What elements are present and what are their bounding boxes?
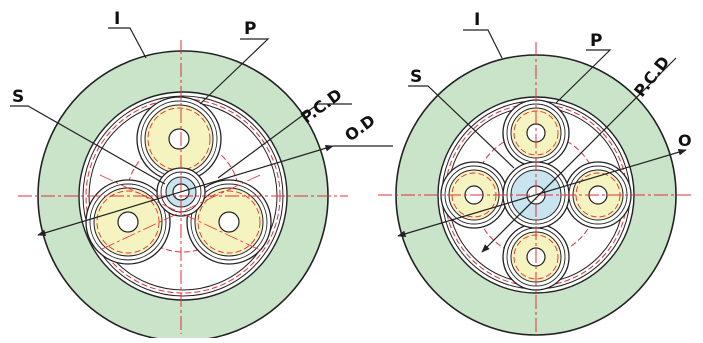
left-label-od: O.D bbox=[341, 111, 379, 146]
left-core-top-conductor bbox=[168, 128, 190, 150]
left-leader-i bbox=[108, 27, 147, 59]
left-core-bottom-left-conductor bbox=[117, 211, 139, 233]
left-cable-diagram: I P S P.C.D O.D bbox=[10, 9, 393, 342]
left-od-dimension-line bbox=[37, 144, 334, 237]
right-label-i: I bbox=[474, 10, 480, 30]
right-label-p: P bbox=[590, 31, 602, 51]
right-leader-p bbox=[555, 49, 612, 104]
right-leader-i bbox=[463, 29, 503, 59]
right-label-pcd: P.C.D bbox=[630, 53, 673, 101]
left-core-bottom-right-conductor bbox=[218, 211, 240, 233]
left-label-p: P bbox=[244, 19, 256, 39]
right-cable-diagram: I P S P.C.D O bbox=[378, 10, 694, 336]
left-leader-p bbox=[199, 38, 270, 105]
right-od-dimension-line bbox=[397, 148, 687, 238]
right-core-top bbox=[502, 99, 570, 167]
left-label-s: S bbox=[12, 87, 24, 107]
right-leader-s bbox=[408, 85, 515, 169]
left-label-i: I bbox=[114, 9, 120, 29]
right-label-s: S bbox=[410, 67, 422, 87]
right-label-od: O bbox=[678, 131, 692, 150]
left-label-pcd: P.C.D bbox=[297, 85, 345, 127]
